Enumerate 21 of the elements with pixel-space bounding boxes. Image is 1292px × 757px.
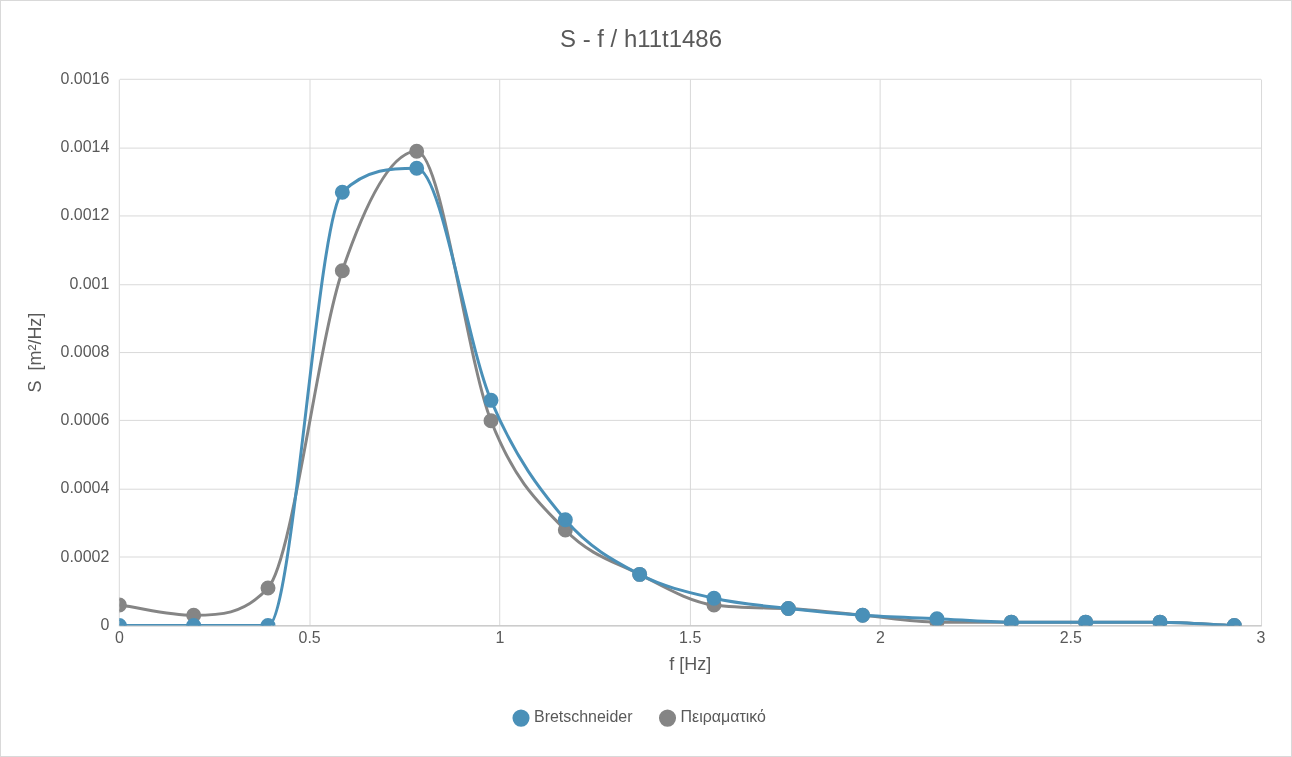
y-tick-label: 0.0012 [60,206,110,224]
y-tick-label: 0 [100,615,110,633]
y-tick-label: 0.0016 [60,69,110,87]
y-tick-label: 0.0004 [60,479,110,497]
x-tick-label: 2.5 [1059,628,1082,646]
x-tick-label: 3 [1256,628,1266,646]
y-tick-label: 0.0006 [60,411,110,429]
y-axis-title: S [m²/Hz] [24,312,45,393]
y-tick-label: 0.0014 [60,138,110,156]
x-tick-label: 1 [495,628,505,646]
chart-title: S - f / h11t1486 [560,24,723,52]
x-tick-label: 1.5 [679,628,702,646]
y-tick-label: 0.001 [69,274,110,292]
legend-label: Bretschneider [533,708,634,726]
x-tick-label: 0 [114,628,124,646]
x-tick-label: 0.5 [298,628,321,646]
x-tick-label: 2 [876,628,886,646]
y-tick-label: 0.0008 [60,342,110,360]
y-tick-label: 0.0002 [60,547,110,565]
legend-label: Πειραματικό [680,708,767,726]
x-axis-title: f [Hz] [669,654,712,675]
